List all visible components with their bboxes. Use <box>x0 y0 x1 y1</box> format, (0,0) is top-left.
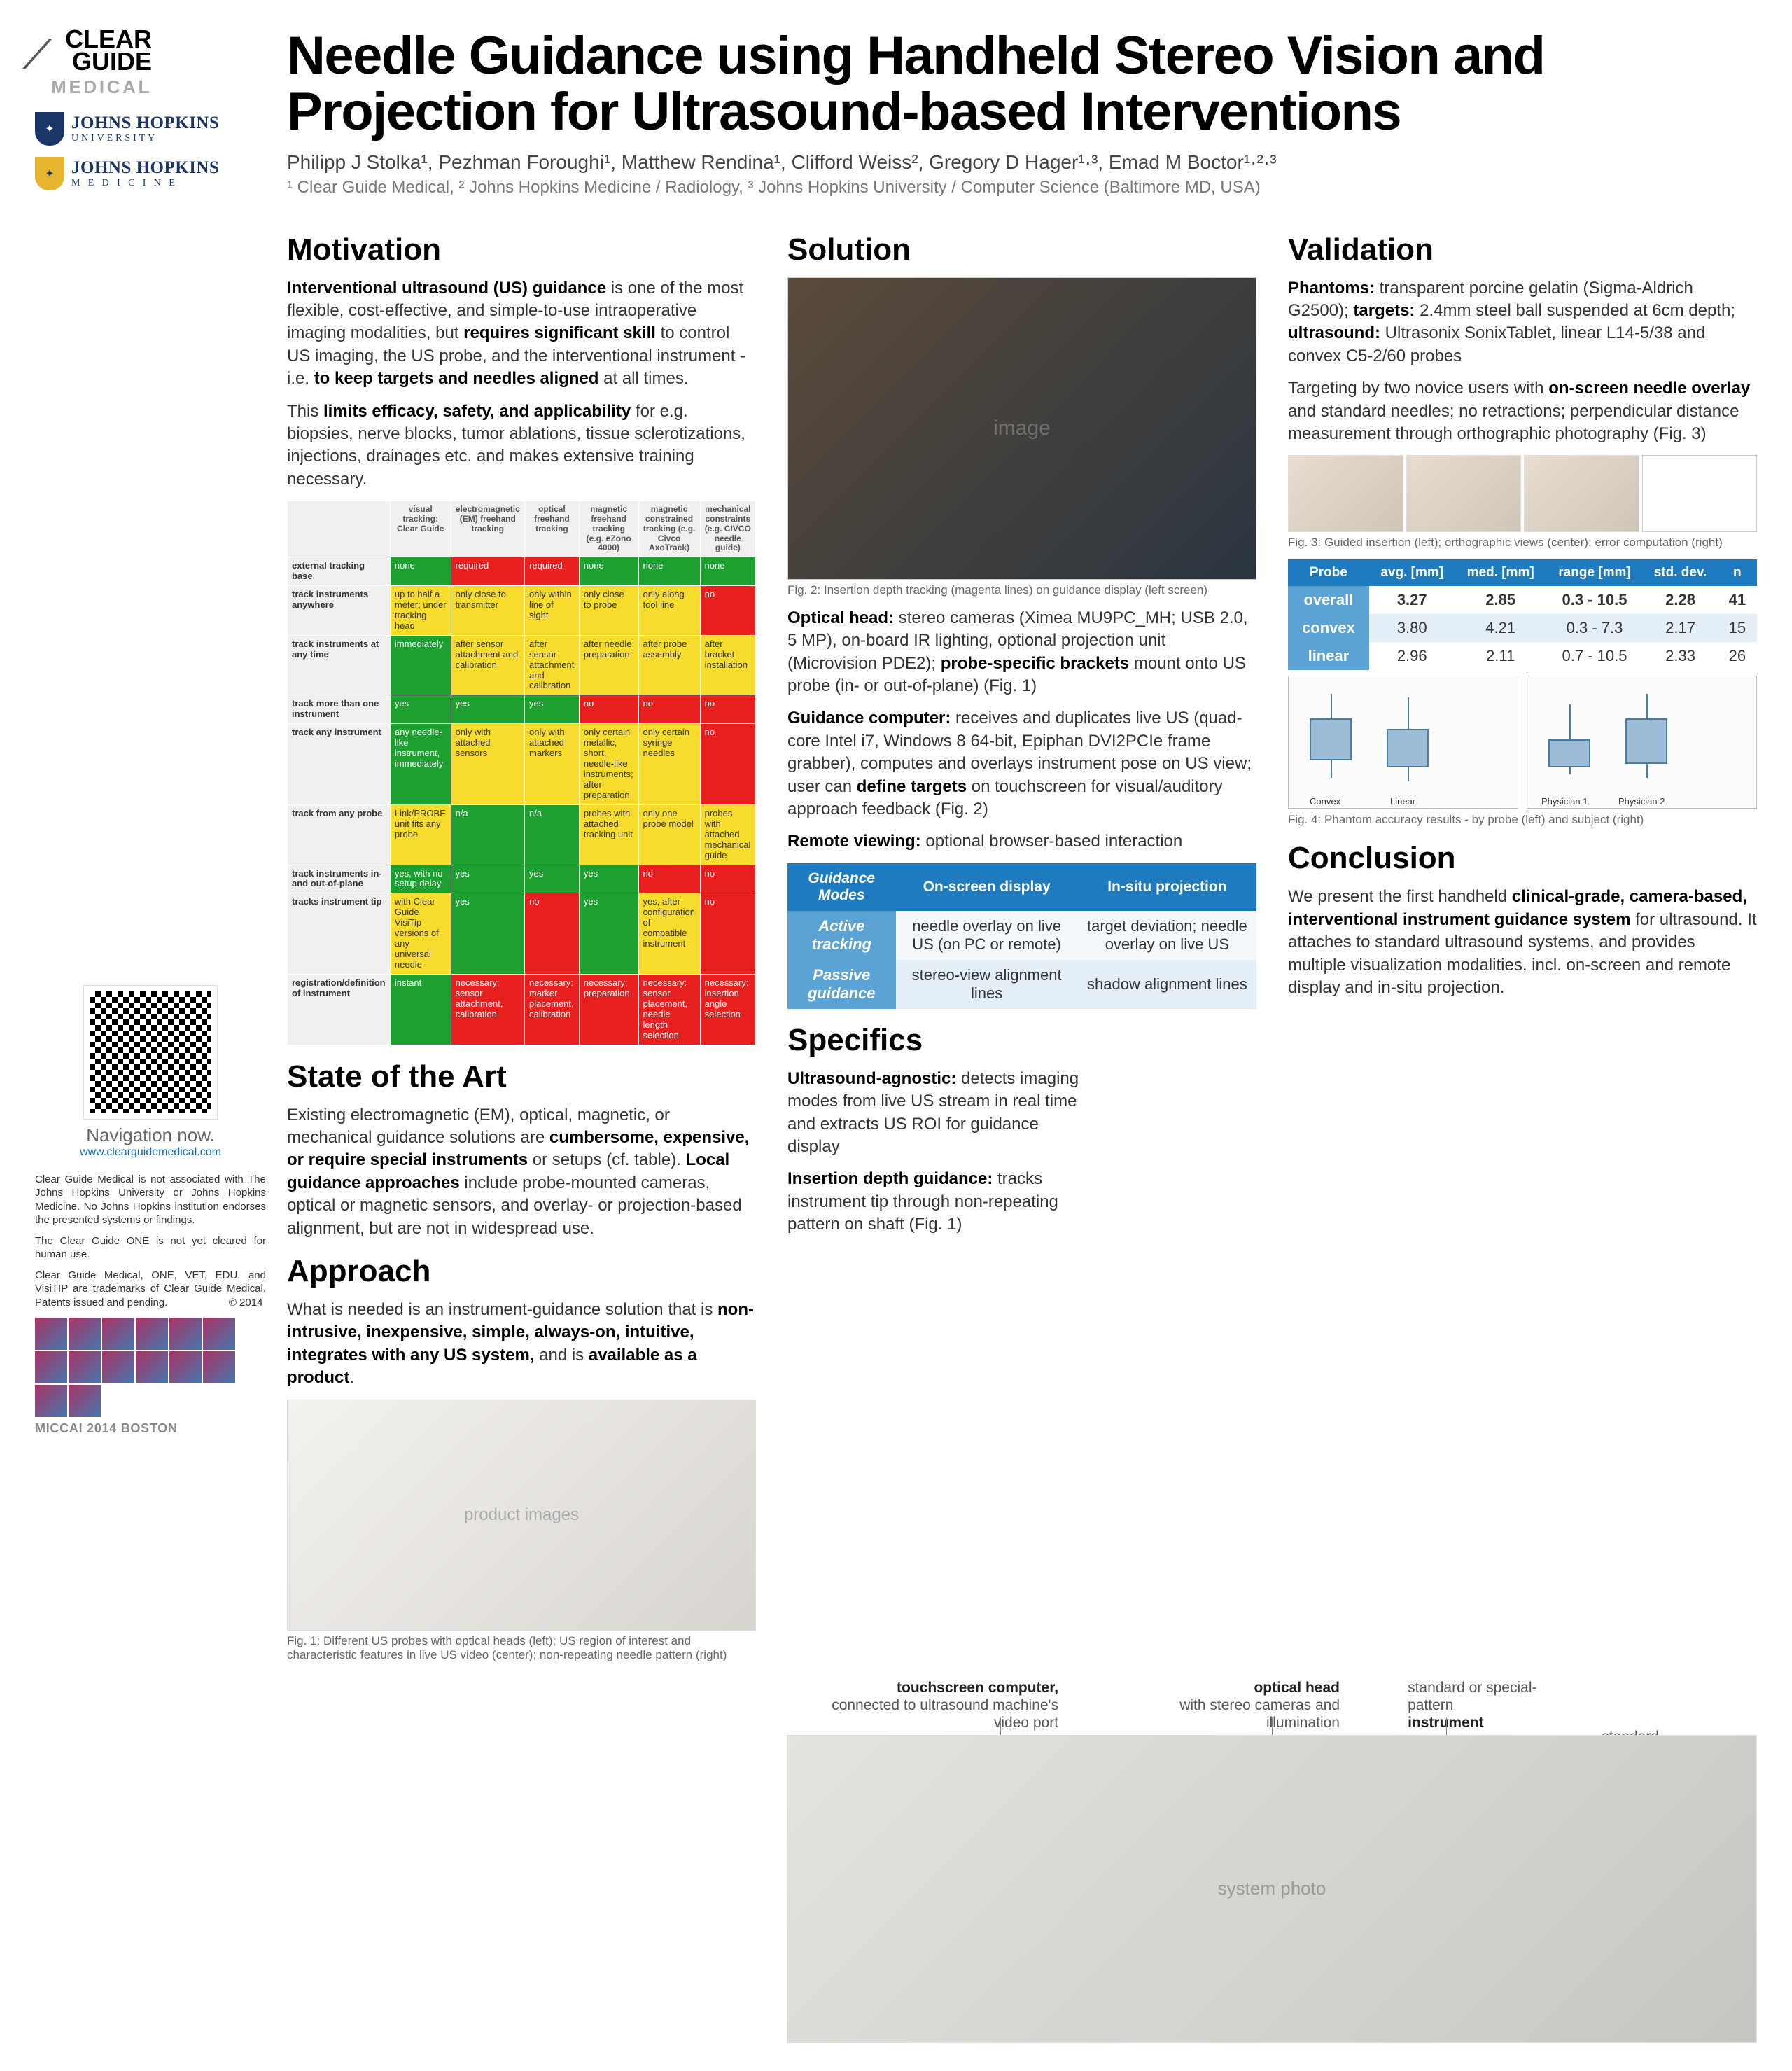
qr-code <box>84 986 217 1119</box>
diagram-label: instrument <box>1408 1715 1484 1731</box>
guidance-modes-table: Guidance Modes On-screen display In-situ… <box>788 863 1256 1009</box>
diagram-label: standard or special-pattern <box>1408 1680 1536 1713</box>
axis-label: Physician 2 <box>1618 796 1665 807</box>
clear-guide-logo: ⁄ CLEAR GUIDE MEDICAL <box>35 28 266 97</box>
figure-caption: Fig. 2: Insertion depth tracking (magent… <box>788 583 1256 597</box>
section-heading: Solution <box>788 232 1256 267</box>
body-paragraph: Existing electromagnetic (EM), optical, … <box>287 1104 756 1240</box>
disclaimer-text: Clear Guide Medical is not associated wi… <box>35 1173 266 1227</box>
table-cell: needle overlay on live US (on PC or remo… <box>896 911 1078 960</box>
section-heading: Validation <box>1288 232 1757 267</box>
diagram-label: with stereo cameras and illumination <box>1180 1697 1340 1731</box>
fig2-image <box>788 277 1256 580</box>
logo-text: JOHNS HOPKINS <box>71 113 219 133</box>
website-url: www.clearguidemedical.com <box>35 1146 266 1159</box>
body-paragraph: Targeting by two novice users with on-sc… <box>1288 377 1757 445</box>
body-paragraph: Interventional ultrasound (US) guidance … <box>287 277 756 391</box>
nav-now-text: Navigation now. <box>35 1124 266 1146</box>
section-heading: State of the Art <box>287 1059 756 1094</box>
section-heading: Motivation <box>287 232 756 267</box>
figure-caption: Fig. 3: Guided insertion (left); orthogr… <box>1288 536 1757 550</box>
diagram-label: connected to ultrasound machine's video … <box>832 1697 1058 1731</box>
table-cell: target deviation; needle overlay on live… <box>1078 911 1256 960</box>
body-paragraph: Remote viewing: optional browser-based i… <box>788 830 1256 853</box>
logo-text: GUIDE <box>72 47 152 76</box>
figure-caption: Fig. 4: Phantom accuracy results - by pr… <box>1288 813 1757 827</box>
logo-text: MEDICAL <box>51 76 152 97</box>
body-paragraph: Insertion depth guidance: tracks instrum… <box>788 1168 1093 1236</box>
disclaimer-text: Clear Guide Medical, ONE, VET, EDU, and … <box>35 1269 266 1310</box>
results-table: Probeavg. [mm]med. [mm]range [mm]std. de… <box>1288 559 1757 670</box>
table-row-label: Active tracking <box>788 911 896 960</box>
table-cell: stereo-view alignment lines <box>896 960 1078 1009</box>
section-heading: Specifics <box>788 1023 1256 1058</box>
jhu-medicine-logo: ✦ JOHNS HOPKINS M E D I C I N E <box>35 157 266 190</box>
body-paragraph: Optical head: stereo cameras (Ximea MU9P… <box>788 607 1256 698</box>
axis-label: Linear <box>1390 796 1415 807</box>
table-header: Guidance Modes <box>788 863 896 911</box>
table-header: On-screen display <box>896 863 1078 911</box>
system-diagram: touchscreen computer, connected to ultra… <box>787 1679 1757 2043</box>
affiliations: ¹ Clear Guide Medical, ² Johns Hopkins M… <box>287 178 1757 197</box>
logo-text: UNIVERSITY <box>71 133 219 144</box>
jhu-university-logo: ✦ JOHNS HOPKINS UNIVERSITY <box>35 112 266 146</box>
section-heading: Conclusion <box>1288 841 1757 876</box>
logo-text: JOHNS HOPKINS <box>71 158 219 178</box>
body-paragraph: What is needed is an instrument-guidance… <box>287 1299 756 1390</box>
authors: Philipp J Stolka¹, Pezhman Foroughi¹, Ma… <box>287 151 1757 174</box>
section-heading: Approach <box>287 1254 756 1289</box>
conference-badge: MICCAI 2014 BOSTON <box>35 1421 266 1436</box>
disclaimer-text: The Clear Guide ONE is not yet cleared f… <box>35 1234 266 1262</box>
body-paragraph: We present the first handheld clinical-g… <box>1288 886 1757 999</box>
diagram-label: touchscreen computer, <box>897 1680 1058 1696</box>
thumbnail-strip <box>35 1318 266 1417</box>
axis-label: Physician 1 <box>1541 796 1588 807</box>
logo-text: M E D I C I N E <box>71 178 219 189</box>
fig3-images <box>1288 455 1757 532</box>
diagram-label: optical head <box>1254 1680 1340 1696</box>
fig1-image <box>287 1400 756 1631</box>
body-paragraph: Phantoms: transparent porcine gelatin (S… <box>1288 277 1757 368</box>
body-paragraph: This limits efficacy, safety, and applic… <box>287 400 756 491</box>
fig4-boxplots: Convex Linear Physician 1 Physician 2 <box>1288 676 1757 809</box>
poster-title: Needle Guidance using Handheld Stereo Vi… <box>287 28 1757 140</box>
table-row-label: Passive guidance <box>788 960 896 1009</box>
table-cell: shadow alignment lines <box>1078 960 1256 1009</box>
comparison-table: visual tracking: Clear Guideelectromagne… <box>287 501 756 1045</box>
body-paragraph: Ultrasound-agnostic: detects imaging mod… <box>788 1068 1093 1159</box>
table-header: In-situ projection <box>1078 863 1256 911</box>
figure-caption: Fig. 1: Different US probes with optical… <box>287 1634 756 1662</box>
axis-label: Convex <box>1310 796 1340 807</box>
body-paragraph: Guidance computer: receives and duplicat… <box>788 707 1256 821</box>
